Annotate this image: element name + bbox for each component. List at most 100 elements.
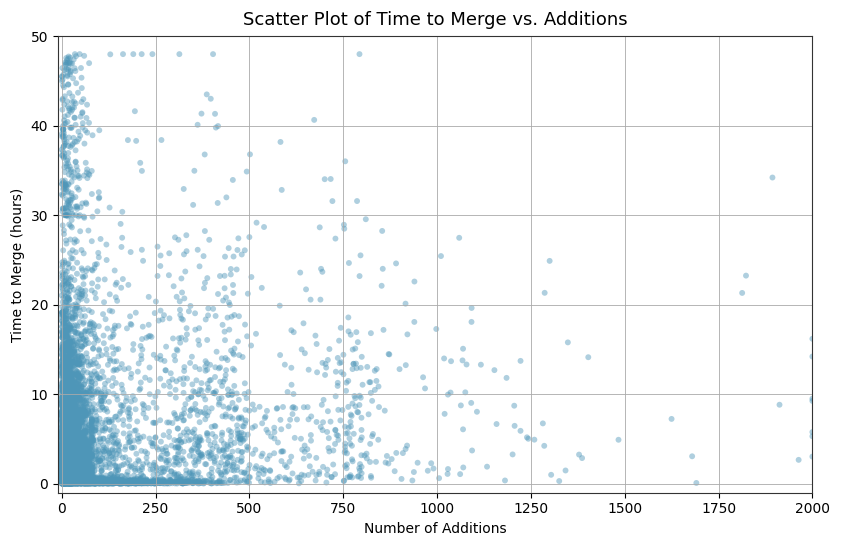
Point [193, 365, 206, 374]
Point [90, 375, 103, 383]
Point [85, 390, 98, 399]
Point [61, 325, 75, 334]
Point [60, 422, 73, 431]
Point [109, 478, 123, 486]
Point [61, 325, 75, 334]
Point [61, 422, 75, 430]
Point [70, 359, 83, 368]
Point [56, 386, 70, 394]
Point [341, 327, 355, 336]
Point [95, 478, 108, 487]
Point [58, 478, 71, 486]
Point [76, 470, 89, 479]
Point [68, 479, 82, 487]
Point [192, 468, 205, 477]
Point [241, 464, 255, 473]
Point [59, 371, 72, 380]
Point [107, 374, 120, 382]
Point [77, 406, 91, 415]
Point [60, 478, 73, 487]
Point [58, 457, 71, 465]
Point [65, 465, 78, 474]
Point [69, 420, 82, 428]
Point [171, 424, 184, 433]
Point [71, 473, 84, 482]
Point [124, 475, 138, 484]
Point [356, 380, 369, 389]
Point [108, 422, 121, 431]
Point [85, 471, 98, 480]
Point [84, 462, 98, 470]
Point [76, 445, 89, 454]
Point [73, 470, 87, 479]
Point [508, 422, 521, 430]
Point [69, 409, 82, 417]
Point [71, 352, 85, 360]
Point [72, 356, 86, 365]
Point [66, 385, 79, 393]
Point [242, 473, 256, 481]
Point [61, 443, 74, 452]
Point [66, 474, 80, 483]
Point [124, 248, 137, 257]
Point [162, 427, 176, 436]
Point [319, 370, 332, 379]
Point [255, 463, 268, 472]
Point [55, 448, 68, 457]
Point [86, 453, 99, 462]
Point [73, 459, 87, 468]
Point [103, 479, 117, 487]
Point [85, 452, 98, 461]
Point [152, 316, 166, 325]
Point [62, 448, 76, 457]
Point [64, 444, 77, 453]
Point [140, 476, 153, 485]
Point [85, 473, 98, 482]
Point [56, 477, 69, 486]
Point [62, 449, 76, 458]
Point [56, 440, 69, 449]
Point [121, 409, 135, 417]
Point [56, 411, 69, 420]
Point [69, 463, 82, 472]
Point [64, 479, 77, 487]
Point [71, 453, 85, 462]
Point [56, 464, 70, 473]
Point [64, 476, 77, 485]
Point [58, 407, 71, 416]
Point [76, 418, 89, 427]
Point [500, 374, 513, 382]
Point [72, 303, 86, 312]
Point [56, 473, 69, 482]
Point [489, 420, 503, 428]
Point [175, 410, 188, 419]
Point [68, 399, 82, 408]
Point [60, 414, 73, 422]
Point [69, 423, 82, 432]
Point [58, 473, 71, 481]
Point [98, 479, 112, 487]
Point [62, 375, 76, 383]
Point [57, 453, 71, 462]
Point [73, 463, 87, 472]
Point [263, 451, 277, 460]
Point [64, 474, 77, 483]
Point [62, 479, 76, 487]
Point [64, 479, 77, 487]
Point [159, 366, 172, 375]
Point [277, 447, 290, 456]
Point [154, 464, 167, 473]
Point [98, 478, 112, 487]
Point [60, 463, 73, 472]
Point [346, 473, 359, 482]
Point [313, 223, 326, 232]
Point [321, 356, 335, 364]
Point [61, 397, 75, 405]
Point [59, 469, 72, 478]
Point [128, 479, 141, 488]
Point [63, 467, 77, 476]
Point [67, 346, 81, 354]
Point [58, 473, 71, 482]
Point [68, 446, 82, 455]
Point [56, 191, 70, 200]
